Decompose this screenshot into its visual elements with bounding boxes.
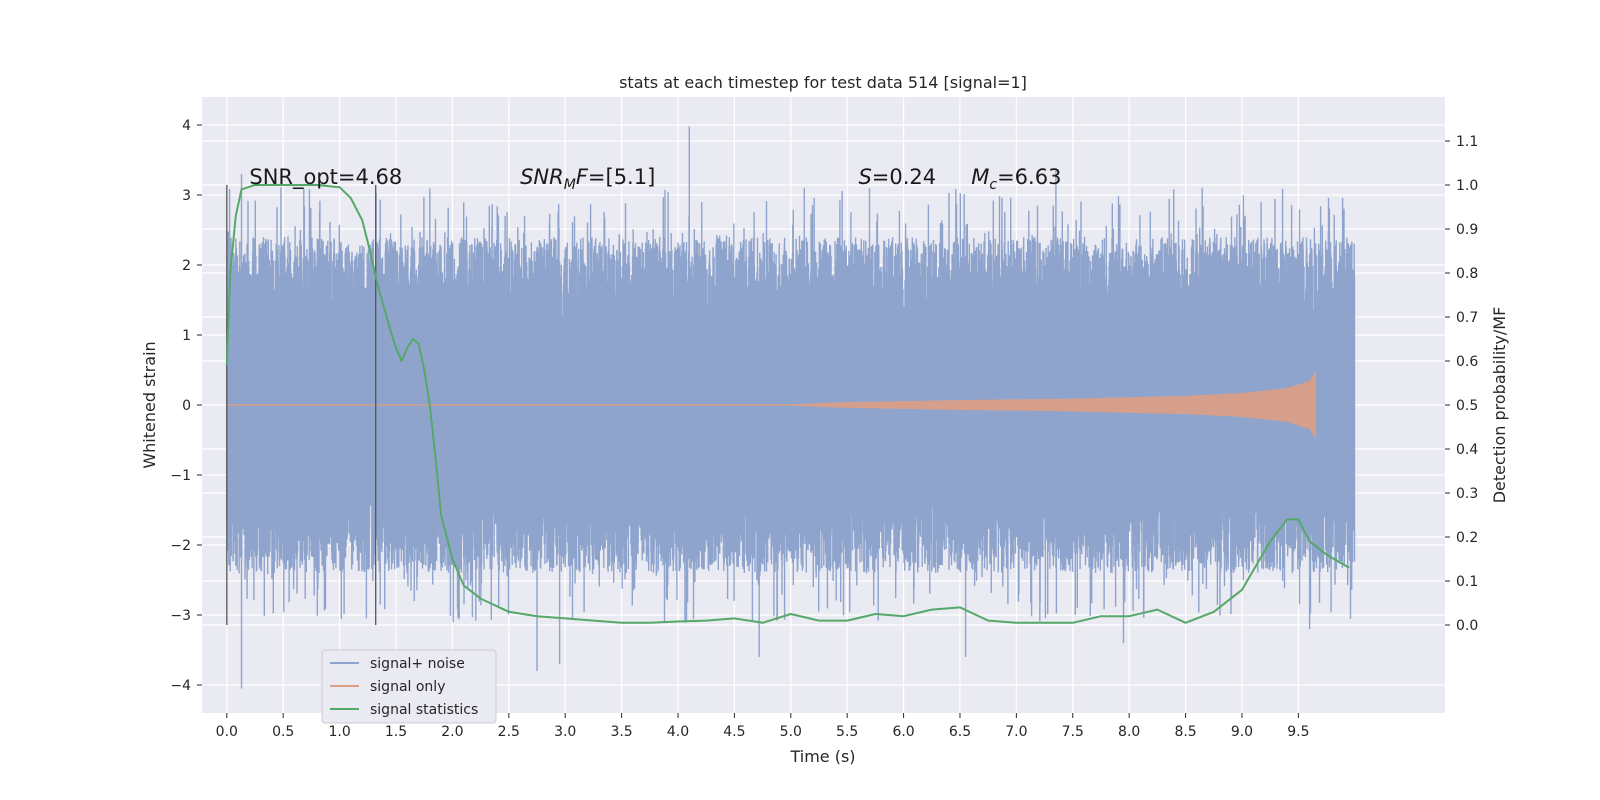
x-tick-label: 8.5	[1174, 724, 1196, 740]
x-tick-label: 5.5	[836, 724, 858, 740]
legend: signal+ noise signal only signal statist…	[321, 649, 497, 724]
x-tick-label: 7.0	[1005, 724, 1027, 740]
y-right-tick-label: 0.4	[1456, 442, 1478, 458]
annotations: SNR_opt=4.68 SNRMF=[5.1] S=0.24 Mc=6.63	[249, 165, 1061, 193]
chart-title: stats at each timestep for test data 514…	[619, 73, 1027, 92]
x-tick-label: 4.0	[667, 724, 689, 740]
y-right-tick-label: 0.7	[1456, 310, 1478, 326]
x-tick-label: 8.0	[1118, 724, 1140, 740]
x-tick-label: 4.5	[723, 724, 745, 740]
signal-only-path	[226, 371, 1317, 439]
x-tick-label: 1.0	[328, 724, 350, 740]
x-tick-label: 3.0	[554, 724, 576, 740]
y-right-tick-label: 1.0	[1456, 178, 1478, 194]
y-left-tick-label: −1	[170, 468, 191, 484]
y-right-tick-label: 0.1	[1456, 574, 1478, 590]
y-left-tick-label: 3	[182, 188, 191, 204]
y-left-tick-label: 2	[182, 258, 191, 274]
y-right-tick-label: 0.0	[1456, 618, 1478, 634]
vertical-markers	[226, 185, 377, 625]
signal-statistics-series	[225, 184, 1350, 624]
x-tick-label: 0.5	[272, 724, 294, 740]
y-right-tick-label: 0.5	[1456, 398, 1478, 414]
y-right-tick-label: 0.8	[1456, 266, 1478, 282]
y-left-tick-label: −3	[170, 608, 191, 624]
x-tick-label: 9.5	[1287, 724, 1309, 740]
x-tick-label: 2.5	[498, 724, 520, 740]
y-left-tick-label: 0	[182, 398, 191, 414]
y-right-tick-label: 0.9	[1456, 222, 1478, 238]
y-axis-label-right: Detection probability/MF	[1490, 307, 1509, 504]
y-right-tick-label: 0.6	[1456, 354, 1478, 370]
y-left-tick-label: 4	[182, 118, 191, 134]
x-axis-label: Time (s)	[789, 747, 855, 766]
annotation-label: SNRMF=[5.1]	[520, 165, 655, 193]
signal-statistics-path	[225, 184, 1350, 624]
annotation-label: S=0.24	[858, 165, 936, 189]
y-right-tick-label: 0.2	[1456, 530, 1478, 546]
x-tick-label: 1.5	[385, 724, 407, 740]
legend-label-stats: signal statistics	[370, 702, 478, 718]
x-tick-label: 6.5	[949, 724, 971, 740]
x-tick-label: 9.0	[1231, 724, 1253, 740]
y-axis-label-left: Whitened strain	[140, 341, 159, 468]
legend-label-signal: signal only	[370, 679, 445, 695]
y-right-tick-label: 1.1	[1456, 134, 1478, 150]
x-tick-label: 0.0	[216, 724, 238, 740]
x-tick-label: 2.0	[441, 724, 463, 740]
x-tick-label: 6.0	[892, 724, 914, 740]
y-left-tick-label: −4	[170, 678, 191, 694]
x-tick-label: 5.0	[780, 724, 802, 740]
annotation-label: SNR_opt=4.68	[249, 165, 402, 190]
y-left-tick-label: −2	[170, 538, 191, 554]
axes-ticks: 0.0 0.5 1.0 1.5 2.0 2.5 3.0 3.5 4.0 4.5 5.0 5.5 6.0 6…	[170, 118, 1478, 740]
legend-label-noise: signal+ noise	[370, 656, 465, 672]
signal-only-series	[226, 371, 1317, 439]
y-left-tick-label: 1	[182, 328, 191, 344]
legend-box	[321, 649, 497, 724]
x-tick-label: 3.5	[610, 724, 632, 740]
x-tick-label: 7.5	[1062, 724, 1084, 740]
annotation-label: Mc=6.63	[971, 165, 1061, 193]
y-right-tick-label: 0.3	[1456, 486, 1478, 502]
